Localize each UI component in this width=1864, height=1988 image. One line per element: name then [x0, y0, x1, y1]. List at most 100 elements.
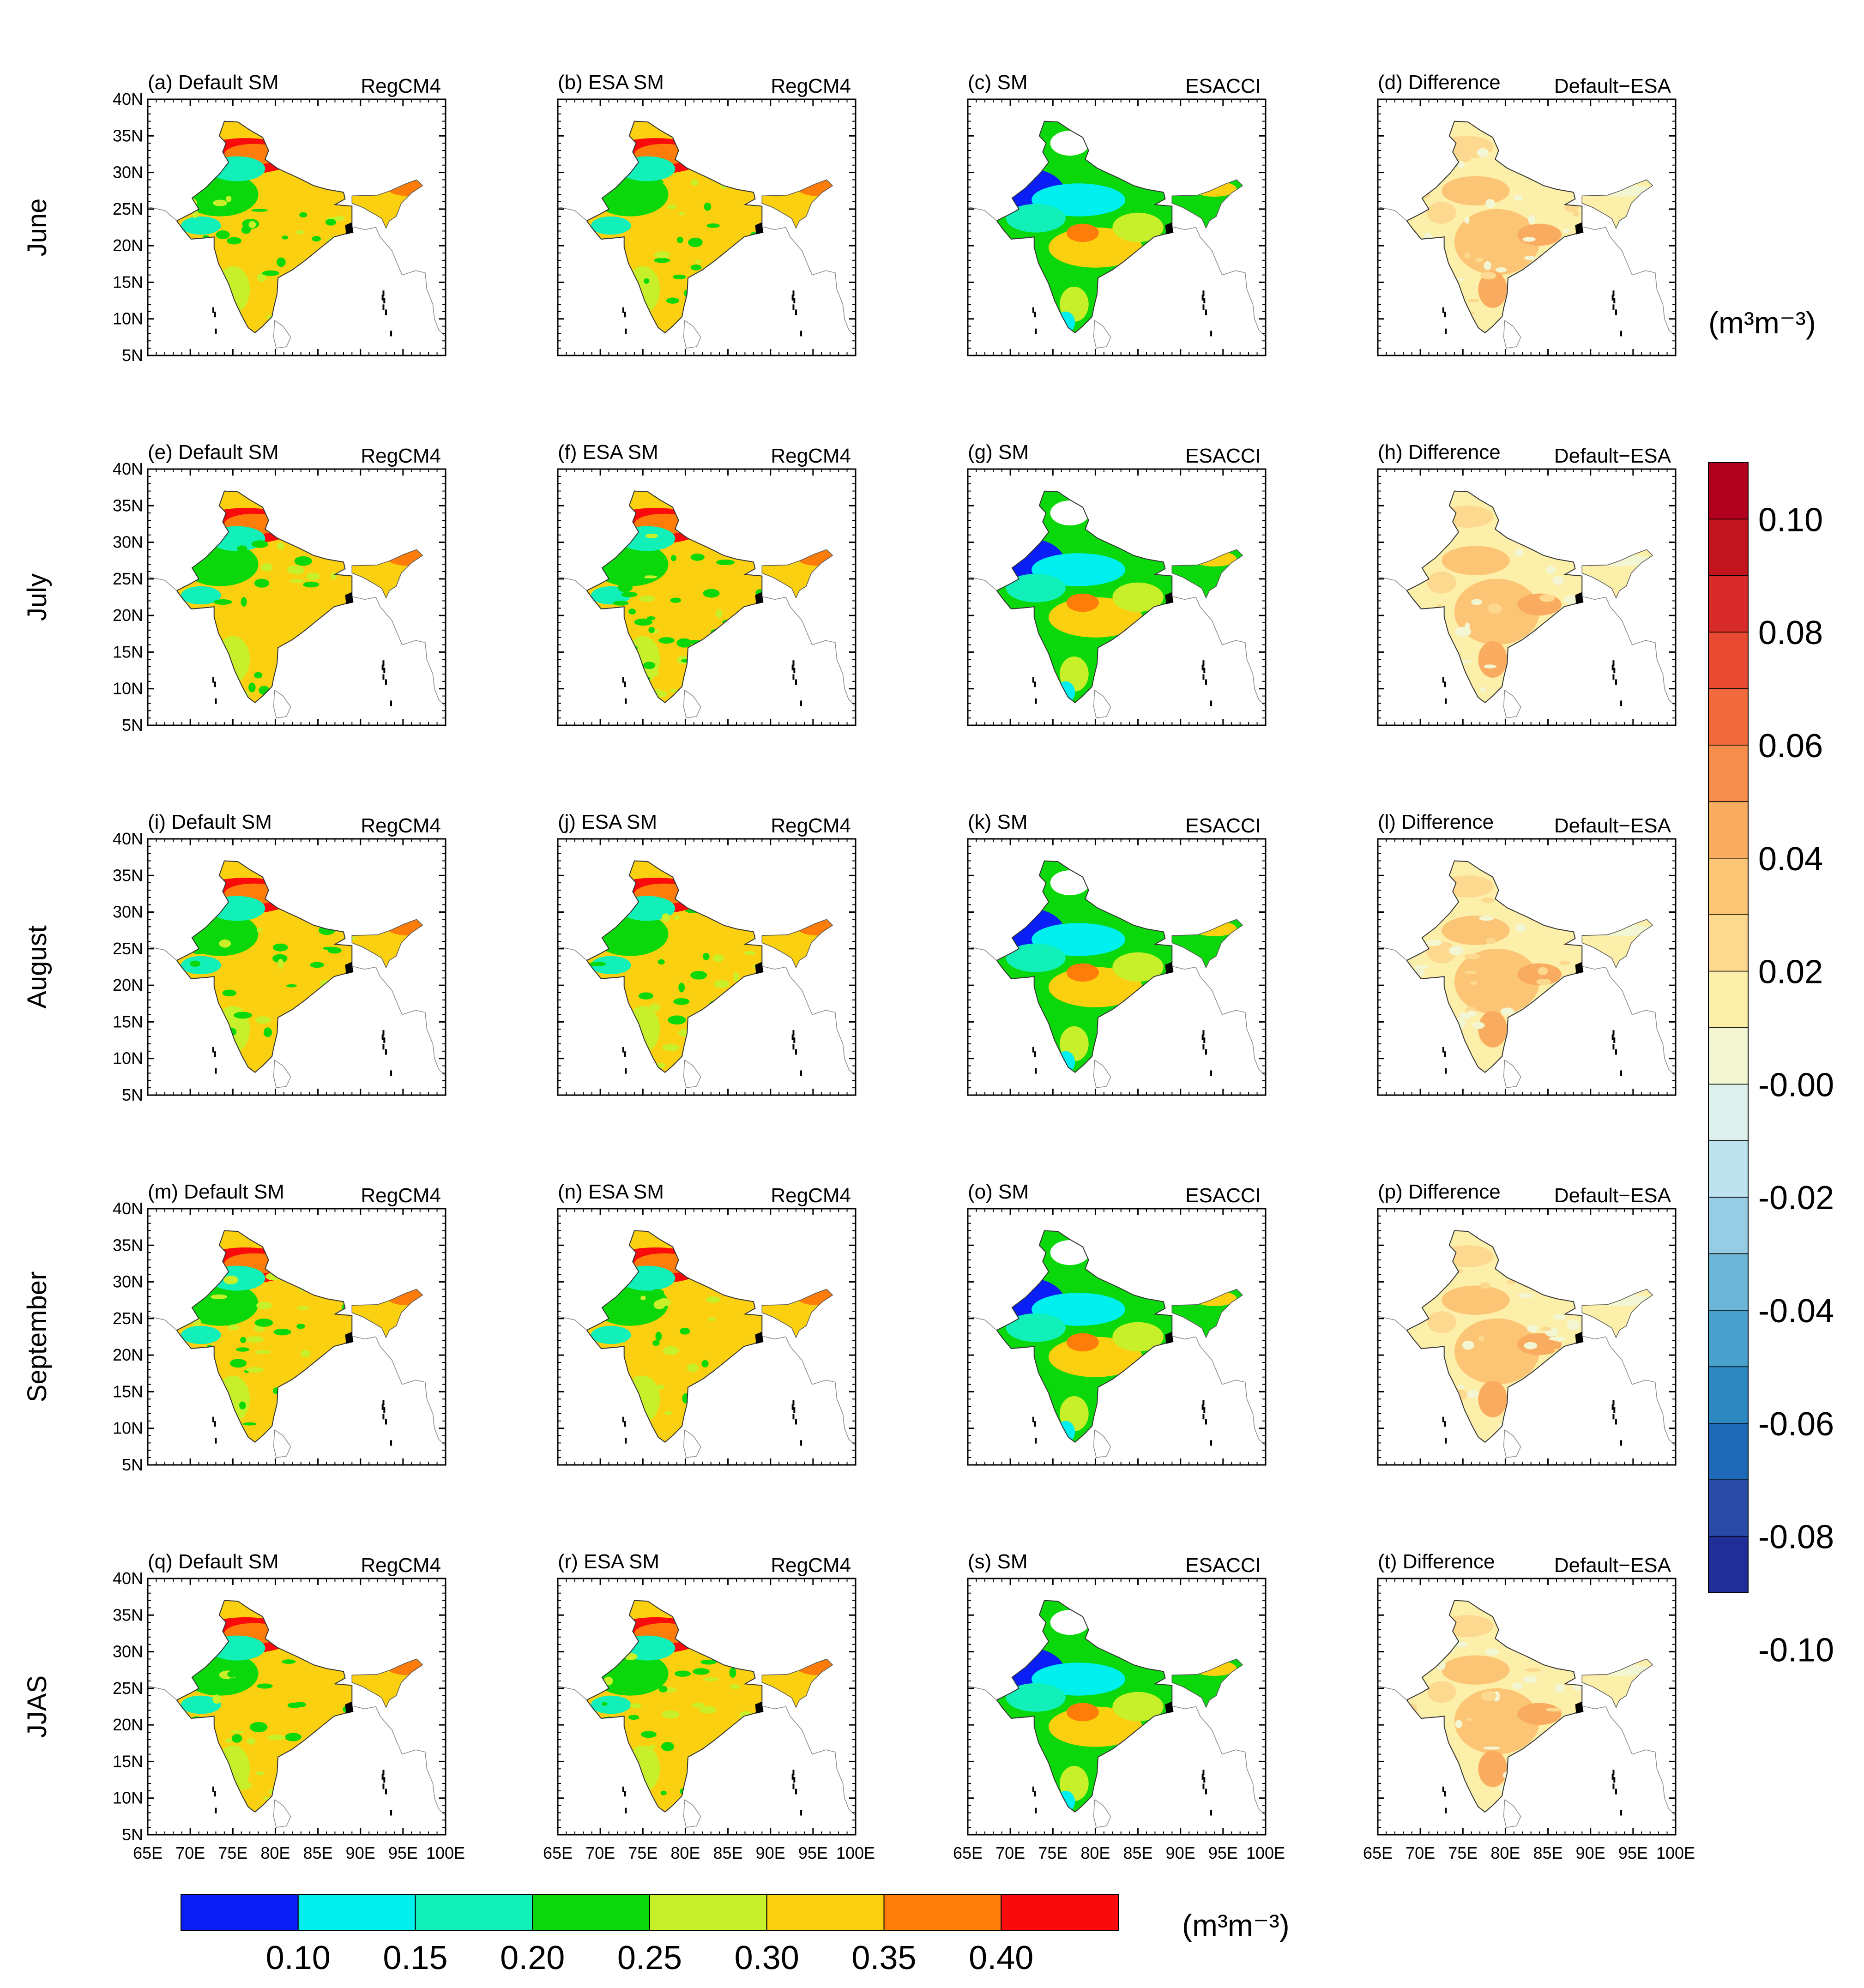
lat-tick-label: 25N: [113, 569, 143, 588]
map-panel-11: (l) Difference Default−ESA: [1377, 811, 1677, 1096]
lon-tick-label: 75E: [628, 1843, 658, 1862]
land-field: [996, 491, 1243, 703]
island: [1202, 674, 1205, 680]
sm-colorbar-tick: 0.30: [735, 1940, 799, 1976]
map-frame: [967, 838, 1267, 1096]
coastline: [967, 576, 997, 591]
diff-colorbar-tick: 0.06: [1758, 728, 1823, 765]
island: [791, 1034, 794, 1040]
lat-tick-label: 30N: [113, 163, 143, 182]
map-frame: [967, 468, 1267, 726]
diff-colorbar-swatch: [1708, 858, 1749, 915]
sm-colorbar-swatch: [1001, 1894, 1119, 1931]
island: [215, 1438, 217, 1444]
island: [622, 1047, 624, 1053]
lon-tick-label: 85E: [1533, 1843, 1563, 1862]
coastline: [1503, 1060, 1521, 1088]
coastline: [147, 206, 177, 221]
island: [1611, 1774, 1614, 1780]
lat-tick-label: 10N: [113, 679, 143, 698]
country-outline: [586, 1230, 763, 1443]
island: [215, 1807, 217, 1813]
coastline: [1377, 1686, 1407, 1700]
island: [390, 1070, 392, 1076]
island: [1445, 328, 1447, 334]
lat-tick-label: 10N: [113, 309, 143, 328]
lat-tick-label: 25N: [113, 199, 143, 218]
coastline: [1093, 1060, 1111, 1088]
island: [792, 1044, 795, 1050]
panel-label: (k) SM: [968, 811, 1028, 833]
panel-label: (f) ESA SM: [558, 441, 658, 464]
coastline: [1172, 1705, 1266, 1816]
country-outline: [996, 120, 1173, 334]
lon-tick-label: 100E: [1246, 1843, 1285, 1862]
island: [1032, 1416, 1034, 1422]
diff-colorbar-swatch: [1708, 745, 1749, 802]
coastline: [147, 1316, 177, 1331]
island: [382, 660, 385, 666]
country-outline: [1406, 490, 1583, 704]
island: [1444, 1421, 1446, 1427]
island: [1615, 1049, 1617, 1055]
coastline: [1377, 576, 1407, 591]
map-panel-15: (p) Difference Default−ESA: [1377, 1181, 1677, 1466]
panel-source: Default−ESA: [1554, 1554, 1671, 1577]
map-frame: [967, 1578, 1267, 1836]
island: [622, 1416, 624, 1422]
diff-colorbar-tick: -0.04: [1758, 1293, 1834, 1330]
coastline: [1582, 1705, 1676, 1816]
coastline: [557, 206, 587, 221]
island: [1202, 1044, 1205, 1050]
panel-label: (d) Difference: [1378, 71, 1501, 94]
coastline: [1172, 596, 1266, 707]
island: [383, 1037, 386, 1043]
island: [382, 1770, 385, 1776]
island: [1612, 1400, 1615, 1406]
coastline: [557, 946, 587, 961]
island: [1612, 1783, 1615, 1789]
coastline: [1582, 966, 1676, 1077]
sm-colorbar: 0.10 0.15 0.20 0.25 0.30 0.35 0.40 (m³m⁻³): [181, 1894, 1290, 1976]
coastline: [683, 320, 701, 349]
panel-source: RegCM4: [361, 1184, 441, 1207]
island: [1203, 1407, 1206, 1413]
lat-tick-label: 40N: [113, 1569, 143, 1588]
coastline: [1377, 1316, 1407, 1331]
map-panel-3: (d) Difference Default−ESA: [1377, 71, 1677, 356]
island: [793, 298, 796, 304]
island: [795, 1789, 797, 1795]
lon-tick-label: 85E: [1123, 1843, 1153, 1862]
island: [1203, 1777, 1206, 1783]
island: [1442, 307, 1444, 313]
land-field: [1406, 861, 1653, 1072]
coastline: [273, 1799, 291, 1828]
island: [793, 668, 796, 674]
diff-colorbar-swatch: [1708, 462, 1749, 520]
lat-tick-label: 5N: [122, 1825, 143, 1844]
panel-source: RegCM4: [361, 1554, 441, 1577]
island: [1612, 304, 1615, 310]
island: [625, 698, 627, 704]
island: [1611, 295, 1614, 301]
lat-tick-label: 40N: [113, 459, 143, 478]
island: [212, 1786, 214, 1792]
lon-tick-label: 65E: [953, 1843, 983, 1862]
sm-colorbar-swatch: [415, 1894, 533, 1931]
island: [1615, 1419, 1617, 1425]
island: [1613, 1037, 1616, 1043]
coastline: [683, 1799, 701, 1828]
island: [1612, 290, 1615, 296]
diff-colorbar-swatch: [1708, 1253, 1749, 1311]
diff-colorbar-tick: 0.10: [1758, 501, 1823, 538]
island: [381, 664, 384, 670]
island: [1205, 1789, 1207, 1795]
coastline: [967, 206, 997, 221]
panel-label: (j) ESA SM: [558, 811, 657, 833]
panel-label: (i) Default SM: [148, 811, 272, 833]
island: [793, 1407, 796, 1413]
island: [793, 1037, 796, 1043]
lat-tick-label: 35N: [113, 1605, 143, 1624]
island: [1201, 1034, 1204, 1040]
island: [1202, 1414, 1205, 1420]
